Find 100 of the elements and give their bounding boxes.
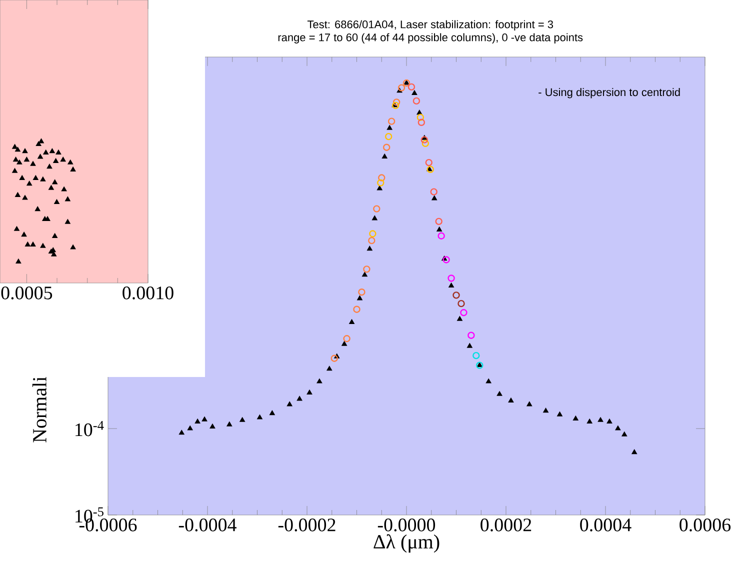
point [467, 343, 472, 348]
point [38, 138, 44, 144]
point [598, 417, 604, 422]
point [30, 161, 36, 166]
point [486, 378, 492, 384]
point [22, 232, 27, 237]
point [22, 148, 28, 154]
point [20, 175, 25, 180]
point [22, 195, 28, 200]
point [508, 398, 514, 402]
point [16, 258, 21, 264]
point [287, 402, 292, 406]
point [632, 450, 637, 454]
point [448, 274, 455, 282]
point [357, 296, 362, 300]
point [422, 140, 430, 147]
point [468, 332, 475, 339]
point [418, 118, 426, 126]
point [179, 430, 184, 435]
point [297, 396, 302, 401]
point [40, 176, 46, 182]
point [46, 164, 52, 169]
point [12, 168, 18, 173]
point [377, 179, 384, 186]
point [377, 186, 382, 190]
point [25, 242, 30, 246]
point [362, 272, 368, 277]
x-tick-label: -0.0002 [278, 518, 336, 532]
point [384, 132, 392, 140]
point [270, 410, 275, 416]
point [452, 292, 460, 299]
point [40, 243, 46, 248]
point [408, 83, 416, 91]
point [373, 205, 380, 212]
point [33, 175, 38, 180]
x-tick-label: 0.0004 [580, 518, 632, 532]
point [460, 309, 468, 316]
point [383, 144, 390, 151]
point [24, 157, 30, 162]
x-tick-label: 0.0005 [1, 286, 52, 300]
point [52, 233, 58, 238]
point [388, 118, 396, 125]
point [26, 181, 32, 186]
point [358, 288, 366, 296]
point [353, 306, 360, 313]
point [416, 110, 422, 115]
point [622, 432, 627, 436]
point [330, 354, 338, 362]
point [316, 378, 322, 384]
point [472, 352, 480, 360]
x-tick-label: 0.0010 [122, 286, 174, 300]
point [442, 256, 450, 264]
x-tick-label: -0.0000 [378, 518, 436, 532]
point [458, 300, 465, 308]
point [368, 236, 376, 244]
point [587, 418, 592, 424]
point [425, 158, 432, 166]
point [60, 157, 66, 162]
point [378, 174, 386, 182]
point [372, 216, 378, 220]
point [543, 408, 548, 413]
point [13, 157, 18, 162]
point [398, 84, 406, 92]
point [457, 316, 462, 321]
point [435, 218, 442, 226]
point [497, 391, 502, 396]
point [369, 230, 376, 238]
point [15, 147, 20, 152]
point [240, 417, 245, 422]
point [210, 424, 215, 428]
point [70, 244, 76, 250]
point [557, 412, 562, 416]
point [48, 185, 54, 190]
point [257, 414, 262, 420]
point [343, 335, 350, 342]
point [392, 98, 400, 106]
point [65, 219, 70, 224]
point [448, 282, 454, 288]
point [14, 226, 20, 231]
annotation: - Using dispersion to centroid [538, 88, 680, 98]
point [432, 196, 437, 200]
point [16, 160, 22, 164]
point [342, 341, 347, 346]
point [436, 226, 442, 232]
point [416, 114, 424, 121]
x-tick-label: -0.0004 [178, 518, 236, 532]
point [526, 402, 532, 406]
point [51, 252, 56, 256]
point [70, 166, 76, 172]
chart-subtitle: range = 17 to 60 (44 of 44 possible columns), 0 -ve data points [278, 33, 583, 44]
point [387, 125, 392, 130]
point [363, 266, 370, 273]
point [15, 192, 20, 197]
x-axis-title: Δλ (μm) [374, 534, 440, 553]
point [195, 418, 200, 424]
point [35, 206, 40, 212]
point [438, 232, 445, 240]
point [412, 97, 420, 105]
point [382, 154, 388, 158]
point [606, 418, 612, 424]
